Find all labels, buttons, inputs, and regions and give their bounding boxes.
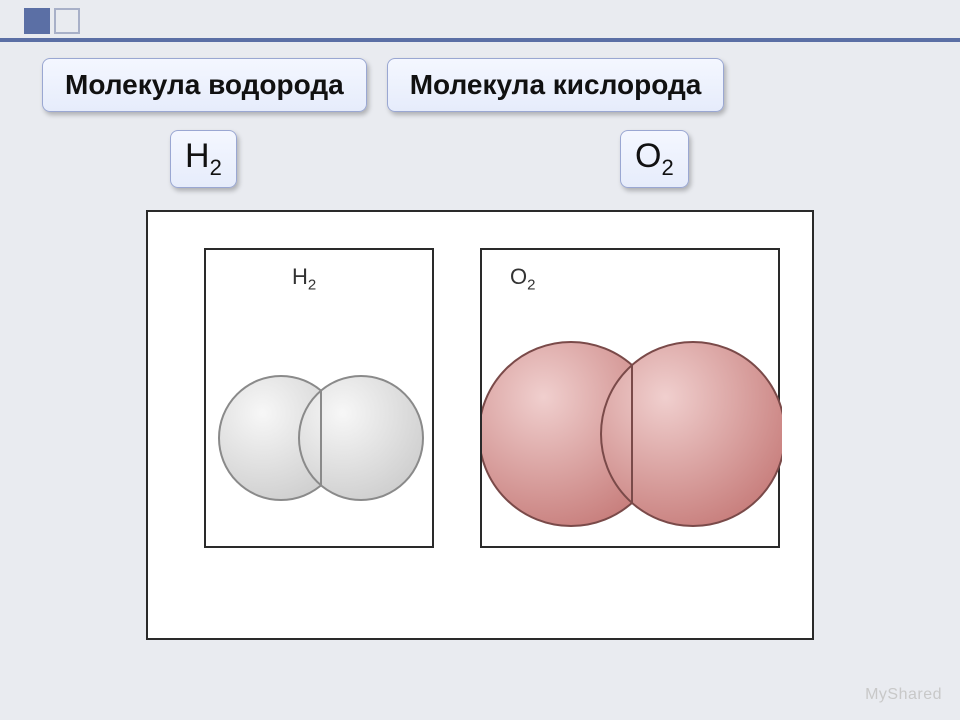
deco-square-outline [54,8,80,34]
header-row: Молекула водорода Молекула кислорода [42,58,724,112]
formula-hydrogen: Н2 [170,130,237,188]
header-hydrogen: Молекула водорода [42,58,367,112]
molecule-hydrogen-svg [206,250,436,550]
header-oxygen-text: Молекула кислорода [410,69,702,100]
formula-hydrogen-base: Н [185,137,210,175]
header-hydrogen-text: Молекула водорода [65,69,344,100]
formula-oxygen-sub: 2 [661,155,673,180]
panel-oxygen: O2 [480,248,780,548]
deco-square-filled [24,8,50,34]
molecule-oxygen-svg [482,250,782,550]
header-oxygen: Молекула кислорода [387,58,725,112]
accent-line [0,38,960,42]
watermark-text: MyShared [865,686,942,703]
formula-oxygen: О2 [620,130,689,188]
panel-hydrogen: H2 [204,248,434,548]
corner-deco [24,8,80,34]
formula-hydrogen-sub: 2 [210,155,222,180]
watermark: MyShared [865,686,942,704]
formula-oxygen-base: О [635,137,661,175]
diagram-container: H2 O2 [146,210,814,640]
